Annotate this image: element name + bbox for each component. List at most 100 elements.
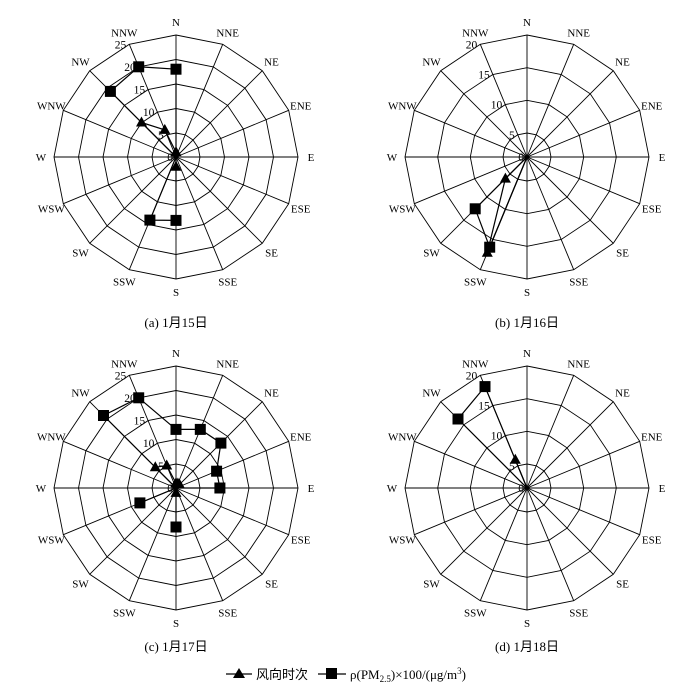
spoke-line — [175, 156, 289, 205]
legend-square-label: ρ(PM2.5)×100/(μg/m3) — [350, 666, 466, 684]
tick-label: 10 — [143, 107, 155, 119]
spoke-line — [526, 156, 614, 244]
spoke-line — [63, 156, 177, 205]
direction-label: SE — [616, 248, 629, 260]
direction-label: WSW — [389, 204, 417, 216]
spoke-line — [526, 487, 614, 575]
spoke-line — [526, 156, 575, 270]
spoke-line — [175, 109, 289, 158]
direction-label: N — [523, 348, 531, 360]
spoke-line — [526, 156, 640, 205]
pm25-point — [104, 85, 116, 97]
direction-label: SW — [72, 248, 89, 260]
tick-label: 25 — [115, 370, 127, 382]
tick-label: 0 — [518, 152, 524, 164]
grid-ring — [78, 59, 274, 255]
wind-frequency-point — [149, 461, 161, 472]
panel-caption: (a) 1月15日 — [144, 315, 207, 330]
direction-label: WNW — [37, 100, 66, 112]
grid-ring — [437, 67, 617, 247]
panels-group: NNNENEENEEESESESSESSSWSWWSWWWNWNWNNW0510… — [36, 17, 666, 654]
spoke-line — [63, 440, 177, 489]
pm25-point — [469, 203, 481, 215]
pm25-point — [134, 497, 146, 509]
pm25-point — [479, 381, 491, 393]
tick-label: 5 — [158, 130, 164, 142]
direction-label: SSE — [569, 608, 588, 620]
direction-label: SE — [265, 248, 278, 260]
pm25-series-line — [474, 156, 528, 249]
pm25-point — [98, 410, 109, 421]
grid-ring — [502, 132, 552, 182]
direction-label: E — [308, 483, 315, 495]
pm25-point — [211, 465, 223, 477]
spoke-line — [175, 487, 289, 536]
direction-label: SW — [72, 579, 89, 591]
direction-label: NNE — [567, 358, 590, 370]
spoke-line — [526, 401, 614, 489]
pm25-point — [133, 392, 145, 404]
spoke-line — [89, 487, 177, 575]
spoke-line — [440, 70, 528, 158]
spoke-line — [526, 487, 640, 536]
direction-label: S — [173, 287, 179, 299]
pm25-point — [214, 482, 226, 494]
grid-ring — [404, 34, 650, 280]
tick-label: 20 — [466, 39, 478, 51]
direction-label: WSW — [38, 204, 66, 216]
wind-frequency-point — [136, 116, 147, 127]
legend-triangle-label: 风向时次 — [256, 667, 308, 682]
direction-label: ENE — [641, 431, 663, 443]
direction-label: SSE — [569, 277, 588, 289]
grid-ring — [469, 430, 585, 546]
direction-label: W — [387, 152, 398, 164]
spoke-line — [128, 487, 177, 601]
legend-square-prefix: ρ(PM — [350, 667, 380, 682]
tick-label: 15 — [134, 85, 146, 97]
direction-label: S — [173, 618, 179, 630]
legend-square-end: ) — [462, 667, 466, 682]
direction-label: E — [659, 483, 666, 495]
direction-label: S — [524, 287, 530, 299]
tick-label: 10 — [491, 100, 503, 112]
grid-ring — [78, 390, 274, 586]
tick-label: 5 — [509, 130, 515, 142]
wind-frequency-point — [174, 478, 185, 489]
spoke-line — [175, 70, 263, 158]
grid-ring — [404, 365, 650, 611]
direction-label: NW — [71, 388, 90, 400]
direction-label: NW — [71, 57, 90, 69]
direction-label: SE — [265, 579, 278, 591]
tick-label: 20 — [466, 370, 478, 382]
spoke-line — [175, 156, 263, 244]
spoke-line — [89, 156, 177, 244]
grid-ring — [53, 34, 299, 280]
pm25-point — [170, 214, 182, 226]
direction-label: N — [172, 348, 180, 360]
direction-label: NNW — [111, 358, 138, 370]
pm25-point — [133, 61, 145, 73]
spoke-line — [526, 440, 640, 489]
grid-ring — [437, 398, 617, 578]
grid-ring — [53, 365, 299, 611]
direction-label: WNW — [37, 431, 66, 443]
direction-label: NNW — [111, 27, 138, 39]
direction-label: NE — [615, 57, 630, 69]
direction-label: SSW — [113, 277, 136, 289]
direction-label: NE — [615, 388, 630, 400]
direction-label: ESE — [642, 535, 662, 547]
pm25-point — [144, 214, 156, 226]
direction-label: WSW — [389, 535, 417, 547]
radar-panel: N NNE NE ENE E ESE SE SSE S SSW SW WSW W WNW NW NNW 05 10… — [387, 348, 666, 654]
direction-label: ESE — [642, 204, 662, 216]
direction-label: ESE — [291, 535, 311, 547]
direction-label: WNW — [388, 100, 417, 112]
pm25-point — [170, 521, 182, 533]
spoke-line — [479, 487, 528, 601]
legend-square-marker — [326, 668, 337, 679]
direction-label: SSW — [113, 608, 136, 620]
radar-panel: N NNE NE ENE E ESE SE SSE S SSW SW WSW W WNW NW NNW 05 10… — [387, 17, 666, 330]
direction-label: W — [36, 483, 47, 495]
grid-ring — [102, 83, 250, 231]
direction-label: ESE — [291, 204, 311, 216]
